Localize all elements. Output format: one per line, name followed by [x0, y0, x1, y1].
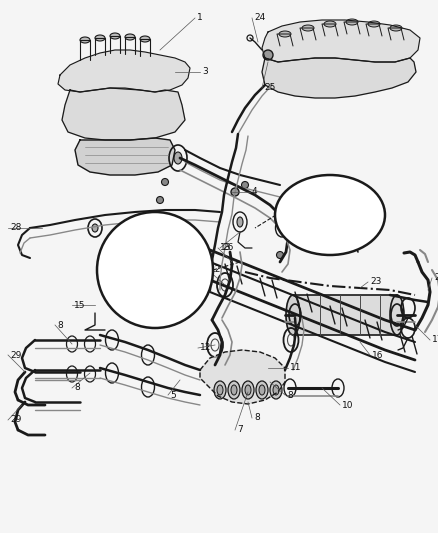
Ellipse shape	[275, 175, 385, 255]
Text: 4: 4	[252, 188, 258, 197]
Ellipse shape	[237, 217, 243, 227]
Polygon shape	[75, 138, 175, 175]
Text: 1: 1	[197, 13, 203, 22]
Ellipse shape	[92, 224, 98, 232]
Text: 19: 19	[174, 230, 186, 239]
Ellipse shape	[228, 381, 240, 399]
Ellipse shape	[259, 385, 265, 395]
Ellipse shape	[324, 21, 336, 27]
Text: 29: 29	[10, 416, 21, 424]
Ellipse shape	[231, 385, 237, 395]
Ellipse shape	[273, 385, 279, 395]
Text: 8: 8	[74, 384, 80, 392]
Ellipse shape	[256, 381, 268, 399]
Bar	[293, 295, 397, 335]
Polygon shape	[62, 88, 185, 140]
Text: 21: 21	[370, 223, 381, 232]
Ellipse shape	[242, 381, 254, 399]
Ellipse shape	[263, 50, 273, 60]
Ellipse shape	[162, 179, 169, 185]
Ellipse shape	[286, 295, 300, 335]
Ellipse shape	[390, 25, 402, 31]
Text: 12: 12	[200, 343, 212, 352]
Text: 26: 26	[222, 244, 233, 253]
Circle shape	[97, 212, 213, 328]
Text: 12: 12	[210, 265, 221, 274]
Text: 25: 25	[264, 84, 276, 93]
Text: 17: 17	[432, 335, 438, 344]
Text: 3: 3	[202, 68, 208, 77]
Ellipse shape	[140, 36, 150, 42]
Ellipse shape	[245, 385, 251, 395]
Text: 27: 27	[300, 223, 311, 232]
Ellipse shape	[279, 224, 285, 232]
Ellipse shape	[214, 381, 226, 399]
Text: 29: 29	[10, 351, 21, 359]
Polygon shape	[58, 50, 190, 92]
Polygon shape	[200, 350, 285, 404]
Polygon shape	[262, 20, 420, 62]
Text: 18: 18	[107, 273, 119, 282]
Polygon shape	[108, 252, 185, 272]
Ellipse shape	[293, 295, 397, 335]
Ellipse shape	[368, 21, 380, 27]
Ellipse shape	[241, 182, 248, 189]
Text: 7: 7	[237, 425, 243, 434]
Text: 8: 8	[287, 391, 293, 400]
Ellipse shape	[346, 19, 358, 25]
Ellipse shape	[217, 385, 223, 395]
Ellipse shape	[125, 34, 135, 40]
Text: 20: 20	[434, 273, 438, 282]
Bar	[293, 295, 397, 335]
Polygon shape	[262, 58, 416, 98]
Text: 5: 5	[170, 391, 176, 400]
Ellipse shape	[95, 35, 105, 41]
Text: 28: 28	[10, 223, 21, 232]
Ellipse shape	[80, 37, 90, 43]
Text: 8: 8	[57, 320, 63, 329]
Text: 16: 16	[372, 351, 384, 359]
Text: 22: 22	[302, 190, 313, 199]
Ellipse shape	[270, 381, 282, 399]
Text: 11: 11	[290, 364, 301, 373]
Text: 10: 10	[342, 400, 353, 409]
Text: 8: 8	[254, 414, 260, 423]
Ellipse shape	[231, 188, 239, 196]
Ellipse shape	[302, 25, 314, 31]
Text: 15: 15	[74, 301, 85, 310]
Ellipse shape	[279, 31, 291, 37]
Ellipse shape	[174, 152, 182, 164]
Text: 13: 13	[220, 244, 232, 253]
Ellipse shape	[110, 33, 120, 39]
Ellipse shape	[276, 252, 283, 259]
Ellipse shape	[390, 295, 404, 335]
Ellipse shape	[156, 197, 163, 204]
Text: 23: 23	[370, 278, 381, 287]
Text: 24: 24	[254, 13, 265, 22]
